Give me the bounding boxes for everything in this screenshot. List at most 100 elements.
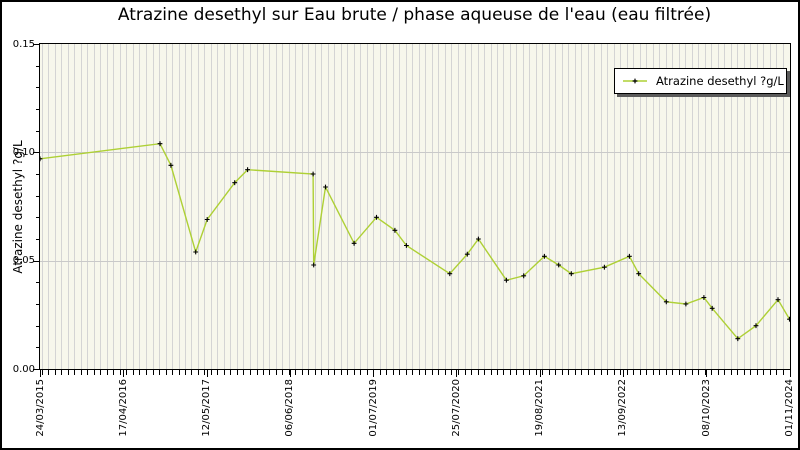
x-minor-tick bbox=[321, 370, 323, 375]
v-gridline bbox=[535, 44, 537, 369]
x-minor-tick bbox=[568, 370, 570, 375]
v-gridline bbox=[490, 44, 492, 369]
v-gridline bbox=[405, 44, 407, 369]
x-minor-tick bbox=[451, 370, 453, 375]
v-gridline bbox=[366, 44, 368, 369]
v-gridline bbox=[249, 44, 251, 369]
x-tick-label: 24/03/2015 bbox=[34, 379, 46, 437]
h-gridline bbox=[40, 152, 790, 154]
x-minor-tick bbox=[41, 370, 43, 375]
x-minor-tick bbox=[470, 370, 472, 375]
x-minor-tick bbox=[575, 370, 577, 375]
x-minor-tick bbox=[717, 370, 719, 375]
x-minor-tick bbox=[171, 370, 173, 375]
v-gridline bbox=[724, 44, 726, 369]
x-tick-label: 25/07/2020 bbox=[450, 379, 462, 437]
x-minor-tick bbox=[633, 370, 635, 375]
x-minor-tick bbox=[483, 370, 485, 375]
v-gridline bbox=[373, 44, 375, 369]
x-minor-tick bbox=[249, 370, 251, 375]
y-minor-tick bbox=[36, 217, 39, 219]
y-minor-tick bbox=[36, 347, 39, 349]
x-minor-tick bbox=[587, 370, 589, 375]
y-minor-tick bbox=[36, 130, 39, 132]
v-gridline bbox=[477, 44, 479, 369]
x-minor-tick bbox=[275, 370, 277, 375]
x-tick-label: 01/07/2019 bbox=[367, 379, 379, 437]
x-minor-tick bbox=[360, 370, 362, 375]
v-gridline bbox=[288, 44, 290, 369]
x-minor-tick bbox=[600, 370, 602, 375]
v-gridline bbox=[626, 44, 628, 369]
v-gridline bbox=[236, 44, 238, 369]
v-gridline bbox=[139, 44, 141, 369]
v-gridline bbox=[54, 44, 56, 369]
x-minor-tick bbox=[444, 370, 446, 375]
v-gridline bbox=[379, 44, 381, 369]
x-minor-tick bbox=[412, 370, 414, 375]
v-gridline bbox=[152, 44, 154, 369]
x-minor-tick bbox=[529, 370, 531, 375]
v-gridline bbox=[113, 44, 115, 369]
v-gridline bbox=[470, 44, 472, 369]
x-minor-tick bbox=[743, 370, 745, 375]
v-gridline bbox=[782, 44, 784, 369]
v-gridline bbox=[743, 44, 745, 369]
v-gridline bbox=[197, 44, 199, 369]
x-minor-tick bbox=[204, 370, 206, 375]
x-minor-tick bbox=[646, 370, 648, 375]
x-minor-tick bbox=[256, 370, 258, 375]
v-gridline bbox=[529, 44, 531, 369]
x-minor-tick bbox=[236, 370, 238, 375]
v-gridline bbox=[483, 44, 485, 369]
v-gridline bbox=[171, 44, 173, 369]
v-gridline bbox=[444, 44, 446, 369]
x-minor-tick bbox=[711, 370, 713, 375]
x-minor-tick bbox=[334, 370, 336, 375]
x-minor-tick bbox=[555, 370, 557, 375]
x-minor-tick bbox=[613, 370, 615, 375]
v-gridline bbox=[80, 44, 82, 369]
x-minor-tick bbox=[419, 370, 421, 375]
x-minor-tick bbox=[548, 370, 550, 375]
y-axis-title: Atrazine desethyl ?g/L bbox=[11, 140, 25, 274]
x-minor-tick bbox=[386, 370, 388, 375]
x-minor-tick bbox=[724, 370, 726, 375]
x-minor-tick bbox=[457, 370, 459, 375]
x-tick-label: 12/05/2017 bbox=[201, 379, 213, 437]
v-gridline bbox=[653, 44, 655, 369]
plot-area: Atrazine desethyl ?g/L bbox=[39, 43, 791, 370]
v-gridline bbox=[698, 44, 700, 369]
x-minor-tick bbox=[132, 370, 134, 375]
v-gridline bbox=[613, 44, 615, 369]
v-gridline bbox=[678, 44, 680, 369]
x-minor-tick bbox=[139, 370, 141, 375]
v-gridline bbox=[548, 44, 550, 369]
x-minor-tick bbox=[522, 370, 524, 375]
v-gridline bbox=[301, 44, 303, 369]
y-minor-tick bbox=[36, 282, 39, 284]
v-gridline bbox=[594, 44, 596, 369]
v-gridline bbox=[503, 44, 505, 369]
x-minor-tick bbox=[737, 370, 739, 375]
y-minor-tick bbox=[36, 174, 39, 175]
v-gridline bbox=[776, 44, 778, 369]
v-gridline bbox=[419, 44, 421, 369]
y-major-tick bbox=[33, 44, 39, 45]
x-minor-tick bbox=[620, 370, 622, 375]
x-minor-tick bbox=[217, 370, 219, 375]
v-gridline bbox=[763, 44, 765, 369]
x-minor-tick bbox=[698, 370, 700, 375]
x-minor-tick bbox=[158, 370, 160, 375]
x-minor-tick bbox=[497, 370, 499, 375]
v-gridline bbox=[509, 44, 511, 369]
v-gridline bbox=[275, 44, 277, 369]
x-minor-tick bbox=[178, 370, 180, 375]
x-major-tick bbox=[373, 370, 375, 377]
x-minor-tick bbox=[366, 370, 368, 375]
v-gridline bbox=[263, 44, 265, 369]
x-minor-tick bbox=[308, 370, 310, 375]
x-minor-tick bbox=[243, 370, 245, 375]
x-minor-tick bbox=[152, 370, 154, 375]
